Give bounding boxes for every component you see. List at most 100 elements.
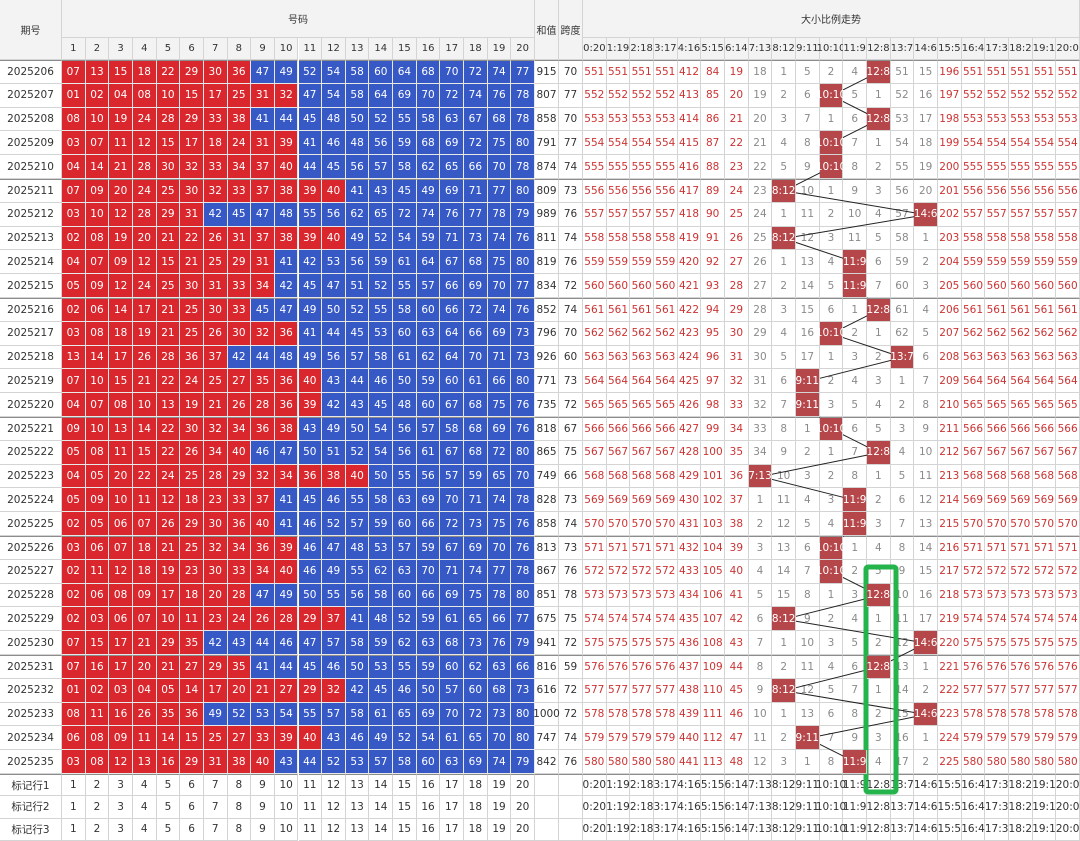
drawn-number: 53 bbox=[345, 750, 370, 774]
drawn-number: 02 bbox=[62, 559, 86, 584]
miss-count: 577 bbox=[583, 678, 607, 703]
miss-count: 555 bbox=[1056, 155, 1080, 179]
miss-count: 555 bbox=[583, 155, 607, 179]
miss-count: 2 bbox=[867, 155, 891, 179]
miss-count: 554 bbox=[630, 131, 654, 156]
drawn-number: 66 bbox=[464, 155, 488, 179]
miss-count: 565 bbox=[630, 393, 654, 417]
number-col-header: 3 bbox=[109, 38, 133, 60]
drawn-number: 44 bbox=[298, 155, 323, 179]
miss-count: 427 bbox=[677, 417, 702, 441]
drawn-number: 15 bbox=[156, 131, 181, 156]
drawn-number: 52 bbox=[227, 702, 252, 727]
drawn-number: 54 bbox=[369, 440, 394, 465]
miss-count: 4 bbox=[772, 321, 796, 346]
miss-count: 559 bbox=[961, 250, 986, 275]
drawn-number: 50 bbox=[416, 678, 441, 703]
drawn-number: 74 bbox=[487, 298, 512, 322]
miss-count: 8 bbox=[914, 393, 938, 417]
drawn-number: 15 bbox=[132, 440, 157, 465]
drawn-number: 58 bbox=[345, 83, 370, 108]
drawn-number: 49 bbox=[416, 179, 441, 203]
miss-count: 561 bbox=[654, 298, 678, 322]
drawn-number: 49 bbox=[322, 559, 346, 584]
miss-count: 580 bbox=[985, 750, 1009, 774]
miss-count: 579 bbox=[654, 726, 678, 751]
drawn-number: 55 bbox=[393, 655, 417, 679]
footer-ratio: 11:9 bbox=[843, 774, 867, 797]
footer-ratio: 13:7 bbox=[890, 774, 915, 797]
miss-count: 561 bbox=[961, 298, 986, 322]
issue: 2025218 bbox=[0, 345, 62, 370]
drawn-number: 03 bbox=[62, 536, 86, 560]
miss-count: 5 bbox=[843, 393, 867, 417]
footer-ratio: 19:1 bbox=[1032, 774, 1057, 797]
miss-count: 11 bbox=[843, 226, 867, 251]
drawn-number: 55 bbox=[298, 702, 323, 727]
drawn-number: 47 bbox=[251, 202, 275, 227]
drawn-number: 02 bbox=[62, 512, 86, 536]
miss-count: 215 bbox=[938, 512, 962, 536]
miss-count: 560 bbox=[985, 274, 1009, 298]
drawn-number: 73 bbox=[464, 226, 488, 251]
drawn-number: 28 bbox=[274, 607, 299, 632]
drawn-number: 77 bbox=[511, 607, 535, 632]
miss-count: 111 bbox=[701, 702, 725, 727]
footer-ratio: 13:7 bbox=[890, 796, 915, 819]
miss-count: 5 bbox=[796, 512, 820, 536]
miss-count: 3 bbox=[843, 583, 867, 608]
drawn-number: 11 bbox=[132, 488, 157, 513]
drawn-number: 29 bbox=[180, 512, 204, 536]
miss-count: 561 bbox=[630, 298, 654, 322]
drawn-number: 37 bbox=[251, 155, 275, 179]
miss-count: 4 bbox=[867, 750, 891, 774]
drawn-number: 18 bbox=[203, 131, 228, 156]
issue: 2025214 bbox=[0, 250, 62, 275]
span-value: 73 bbox=[559, 488, 583, 513]
miss-count: 13 bbox=[914, 512, 938, 536]
miss-count: 425 bbox=[677, 369, 702, 394]
drawn-number: 68 bbox=[416, 60, 441, 84]
sum-value: 851 bbox=[535, 583, 559, 608]
span-value: 75 bbox=[559, 440, 583, 465]
drawn-number: 74 bbox=[416, 202, 441, 227]
footer-number: 12 bbox=[322, 774, 346, 797]
footer-number: 7 bbox=[203, 774, 228, 797]
drawn-number: 24 bbox=[132, 107, 157, 132]
drawn-number: 69 bbox=[464, 750, 488, 774]
span-value: 77 bbox=[559, 131, 583, 156]
miss-count: 6 bbox=[819, 298, 844, 322]
drawn-number: 48 bbox=[393, 393, 417, 417]
miss-count: 1 bbox=[843, 298, 867, 322]
miss-count: 34 bbox=[725, 417, 749, 441]
drawn-number: 17 bbox=[109, 655, 133, 679]
miss-count: 24 bbox=[725, 179, 749, 203]
drawn-number: 07 bbox=[132, 512, 157, 536]
drawn-number: 10 bbox=[156, 607, 181, 632]
miss-count: 566 bbox=[606, 417, 631, 441]
drawn-number: 74 bbox=[487, 226, 512, 251]
miss-count: 580 bbox=[1032, 750, 1057, 774]
miss-count: 426 bbox=[677, 393, 702, 417]
miss-count: 567 bbox=[1009, 440, 1033, 465]
drawn-number: 07 bbox=[85, 131, 110, 156]
drawn-number: 46 bbox=[298, 536, 323, 560]
miss-count: 580 bbox=[583, 750, 607, 774]
miss-count: 47 bbox=[725, 726, 749, 751]
drawn-number: 36 bbox=[180, 702, 204, 727]
miss-count: 8 bbox=[796, 583, 820, 608]
miss-count: 569 bbox=[961, 488, 986, 513]
drawn-number: 40 bbox=[322, 179, 346, 203]
miss-count: 2 bbox=[867, 702, 891, 727]
miss-count: 556 bbox=[606, 179, 631, 203]
drawn-number: 61 bbox=[416, 440, 441, 465]
drawn-number: 05 bbox=[85, 512, 110, 536]
miss-count: 17 bbox=[914, 607, 938, 632]
drawn-number: 19 bbox=[180, 393, 204, 417]
drawn-number: 72 bbox=[393, 202, 417, 227]
footer-number: 8 bbox=[227, 796, 252, 819]
miss-count: 10 bbox=[914, 440, 938, 465]
miss-count: 200 bbox=[938, 155, 962, 179]
drawn-number: 14 bbox=[109, 298, 133, 322]
miss-count: 579 bbox=[961, 726, 986, 751]
